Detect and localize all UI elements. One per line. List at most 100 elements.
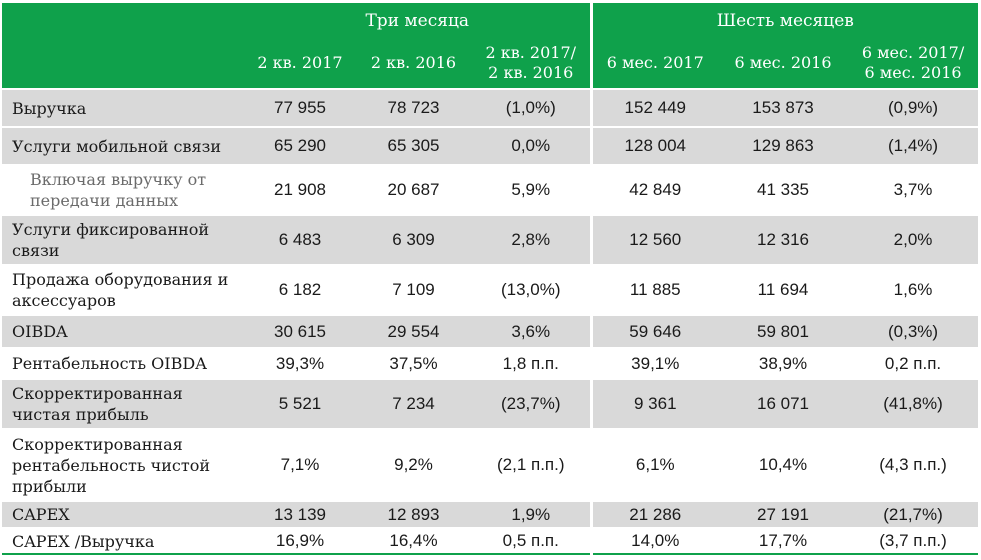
cell-q2-2016: 65 305 xyxy=(355,126,472,165)
cell-q2-2017: 77 955 xyxy=(245,88,355,127)
header-col-q2-2016: 2 кв. 2016 xyxy=(355,38,472,89)
cell-6m-2017: 6,1% xyxy=(589,428,719,502)
cell-q-change: 0,5 п.п. xyxy=(472,527,592,555)
cell-6m-2016: 27 191 xyxy=(718,500,849,528)
cell-q-change: 2,8% xyxy=(472,214,592,265)
cell-q-change: (2,1 п.п.) xyxy=(472,428,592,502)
cell-6m-2017: 59 646 xyxy=(589,314,719,348)
header-corner-cell xyxy=(2,3,245,38)
cell-6m-change: (3,7 п.п.) xyxy=(848,527,979,555)
row-label-line: Скорректированная xyxy=(12,384,183,403)
cell-6m-change: (0,3%) xyxy=(848,314,979,348)
cell-6m-2016: 17,7% xyxy=(718,527,849,555)
cell-q2-2017: 6 483 xyxy=(245,214,355,265)
cell-6m-2016: 153 873 xyxy=(718,88,849,127)
cell-6m-2017: 14,0% xyxy=(589,527,719,555)
cell-q2-2017: 6 182 xyxy=(245,264,355,316)
header-group-row: Три месяца Шесть месяцев xyxy=(2,3,979,38)
row-label-line: Рентабельность OIBDA xyxy=(12,354,207,373)
cell-6m-change: (0,9%) xyxy=(848,88,979,127)
table-row: CAPEX 13 139 12 893 1,9% 21 286 27 191 (… xyxy=(2,500,979,528)
row-label: Скорректированная чистая прибыль xyxy=(2,378,245,429)
cell-6m-2016: 16 071 xyxy=(718,378,849,429)
header-col-6m-2017: 6 мес. 2017 xyxy=(589,38,719,89)
row-label-line: рентабельность чистой xyxy=(12,455,210,475)
header-col-q-change: 2 кв. 2017/ 2 кв. 2016 xyxy=(472,38,592,89)
table-row: Скорректированная рентабельность чистой … xyxy=(2,428,979,502)
header-col-q2-2017: 2 кв. 2017 xyxy=(245,38,355,89)
cell-6m-2017: 11 885 xyxy=(589,264,719,316)
row-label: CAPEX /Выручка xyxy=(2,527,245,555)
cell-6m-change: 0,2 п.п. xyxy=(848,347,979,380)
cell-q2-2016: 12 893 xyxy=(355,500,472,528)
row-label-line: Включая выручку от xyxy=(30,170,207,189)
cell-q-change: 3,6% xyxy=(472,314,592,348)
cell-6m-2017: 128 004 xyxy=(589,126,719,165)
cell-6m-2016: 38,9% xyxy=(718,347,849,380)
row-label: Включая выручку от передачи данных xyxy=(2,164,245,216)
cell-q-change: 0,0% xyxy=(472,126,592,165)
cell-q2-2017: 21 908 xyxy=(245,164,355,216)
cell-q-change: 1,8 п.п. xyxy=(472,347,592,380)
cell-6m-2016: 12 316 xyxy=(718,214,849,265)
cell-q2-2016: 7 234 xyxy=(355,378,472,429)
header-col-6m-change-line2: 6 мес. 2016 xyxy=(864,63,962,82)
table-row: Продажа оборудования и аксессуаров 6 182… xyxy=(2,264,979,316)
cell-q2-2016: 37,5% xyxy=(355,347,472,380)
row-label: Услуги фиксированной связи xyxy=(2,214,245,265)
table-row: Рентабельность OIBDA 39,3% 37,5% 1,8 п.п… xyxy=(2,347,979,380)
row-label-line: чистая прибыль xyxy=(12,405,149,424)
financial-results-table: Три месяца Шесть месяцев 2 кв. 2017 2 кв… xyxy=(2,3,979,555)
table-row: Включая выручку от передачи данных 21 90… xyxy=(2,164,979,216)
row-label: Выручка xyxy=(2,88,245,127)
cell-q2-2016: 78 723 xyxy=(355,88,472,127)
table-row: OIBDA 30 615 29 554 3,6% 59 646 59 801 (… xyxy=(2,314,979,348)
table-row: CAPEX /Выручка 16,9% 16,4% 0,5 п.п. 14,0… xyxy=(2,527,979,555)
cell-6m-2017: 21 286 xyxy=(589,500,719,528)
row-label-line: OIBDA xyxy=(12,322,68,341)
cell-6m-2017: 12 560 xyxy=(589,214,719,265)
cell-q-change: (23,7%) xyxy=(472,378,592,429)
row-label-line: Выручка xyxy=(12,98,87,118)
cell-6m-2016: 41 335 xyxy=(718,164,849,216)
table-row: Услуги фиксированной связи 6 483 6 309 2… xyxy=(2,214,979,265)
cell-q2-2017: 30 615 xyxy=(245,314,355,348)
cell-6m-2017: 39,1% xyxy=(589,347,719,380)
row-label-line: Скорректированная xyxy=(12,434,183,454)
cell-6m-2017: 152 449 xyxy=(589,88,719,127)
row-label: Рентабельность OIBDA xyxy=(2,347,245,380)
row-label-line: прибыли xyxy=(12,476,87,496)
row-label: OIBDA xyxy=(2,314,245,348)
cell-q2-2016: 29 554 xyxy=(355,314,472,348)
header-col-6m-change: 6 мес. 2017/ 6 мес. 2016 xyxy=(848,38,979,89)
row-label-line: связи xyxy=(12,241,60,260)
cell-6m-change: (21,7%) xyxy=(848,500,979,528)
header-label-cell xyxy=(2,38,245,89)
cell-6m-2016: 59 801 xyxy=(718,314,849,348)
cell-6m-2017: 42 849 xyxy=(589,164,719,216)
cell-q-change: (1,0%) xyxy=(472,88,592,127)
header-col-6m-2016: 6 мес. 2016 xyxy=(718,38,849,89)
header-col-q-change-line1: 2 кв. 2017/ xyxy=(485,43,577,62)
cell-q-change: 5,9% xyxy=(472,164,592,216)
row-label-line: Услуги фиксированной xyxy=(12,220,210,239)
cell-q-change: 1,9% xyxy=(472,500,592,528)
row-label: Скорректированная рентабельность чистой … xyxy=(2,428,245,502)
cell-6m-2016: 11 694 xyxy=(718,264,849,316)
row-label-line: CAPEX xyxy=(12,505,70,524)
cell-q2-2017: 7,1% xyxy=(245,428,355,502)
cell-q2-2016: 7 109 xyxy=(355,264,472,316)
cell-q2-2017: 39,3% xyxy=(245,347,355,380)
cell-q2-2016: 16,4% xyxy=(355,527,472,555)
cell-q2-2016: 20 687 xyxy=(355,164,472,216)
row-label-line: Услуги мобильной связи xyxy=(12,136,221,156)
row-label-line: Продажа оборудования и xyxy=(12,270,229,289)
cell-6m-2016: 129 863 xyxy=(718,126,849,165)
row-label-line: передачи данных xyxy=(30,191,179,210)
cell-6m-change: (4,3 п.п.) xyxy=(848,428,979,502)
header-col-6m-change-line1: 6 мес. 2017/ xyxy=(861,43,965,62)
cell-q2-2017: 65 290 xyxy=(245,126,355,165)
cell-q2-2017: 13 139 xyxy=(245,500,355,528)
table-row: Выручка 77 955 78 723 (1,0%) 152 449 153… xyxy=(2,88,979,127)
row-label: Услуги мобильной связи xyxy=(2,126,245,165)
